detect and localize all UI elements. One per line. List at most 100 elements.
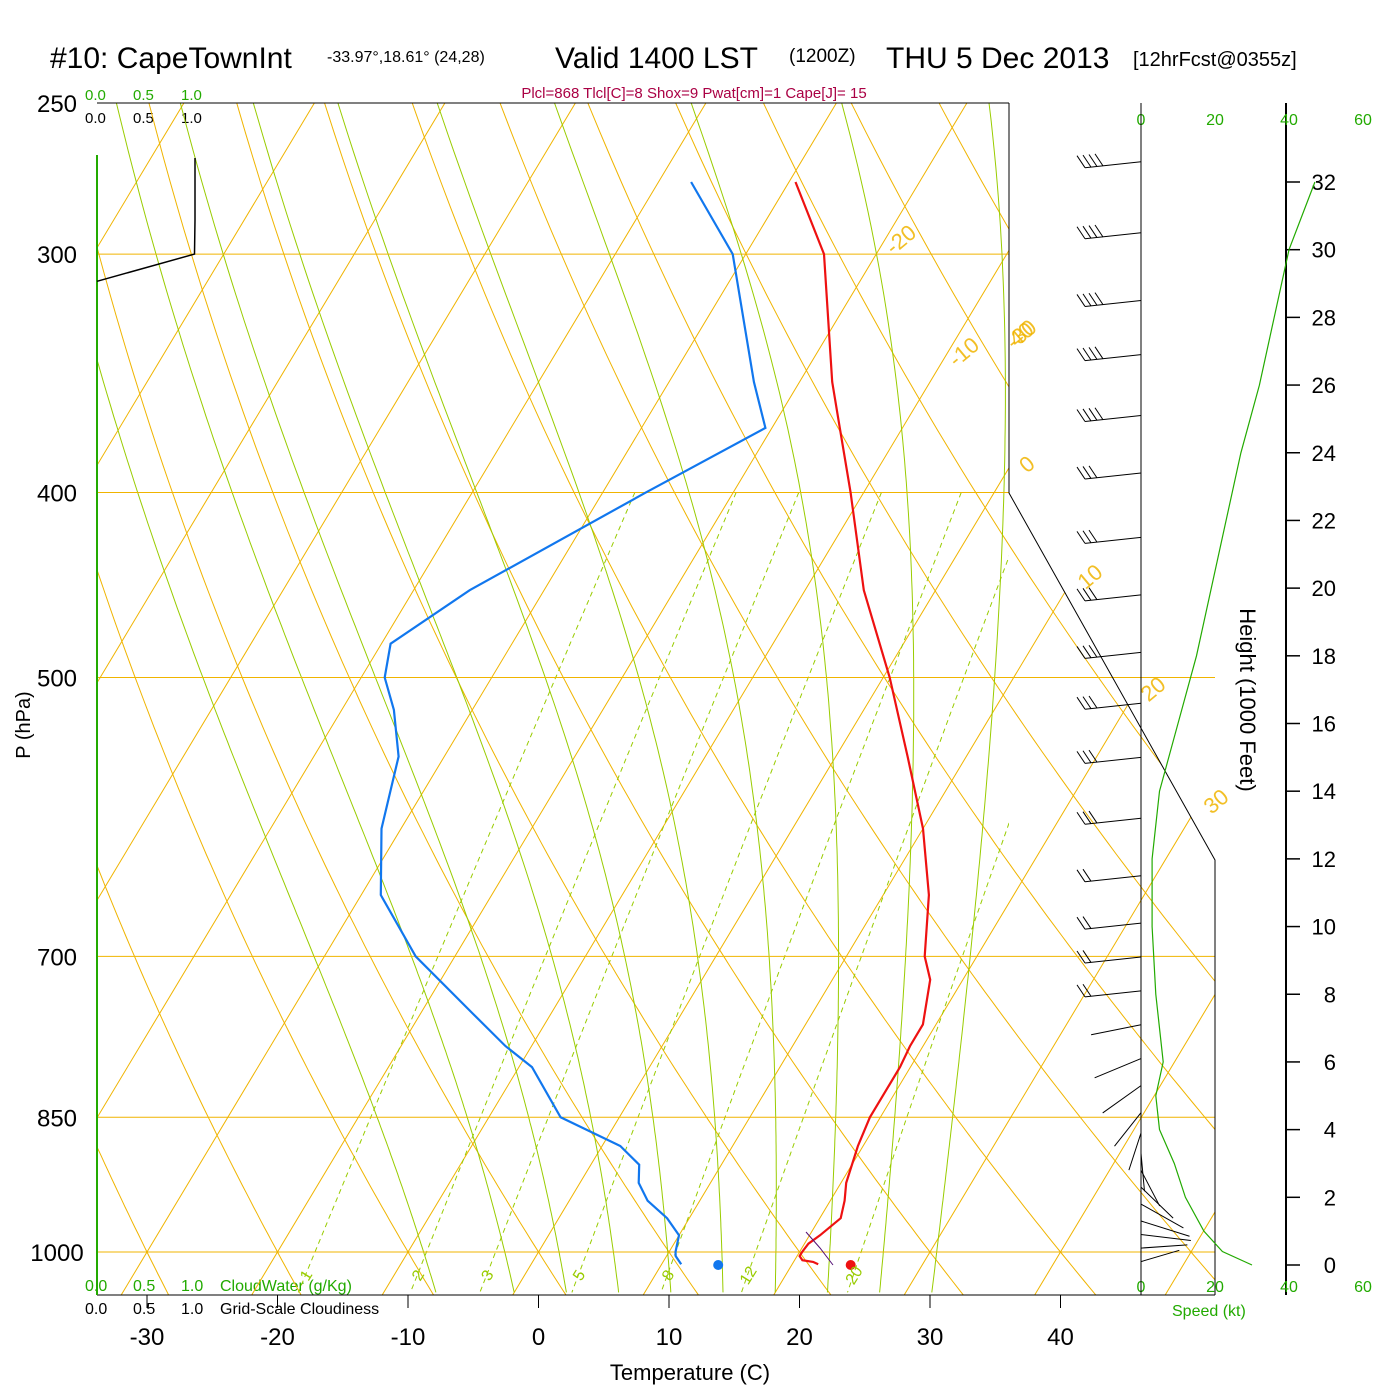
wind-speed-profile [1151, 181, 1316, 1266]
wind-barb [1140, 1249, 1180, 1263]
wind-barb-flag [1076, 950, 1086, 964]
wind-barb-flag [1076, 226, 1086, 240]
wind-barb [1084, 756, 1142, 764]
wind-barb-flag [1082, 466, 1092, 479]
speed-tick-bottom: 20 [1206, 1279, 1224, 1296]
temperature-tick-label: -20 [260, 1324, 295, 1351]
cloudwater-tick-top: 0.5 [133, 87, 154, 104]
dry-adiabat-line [97, 103, 574, 1295]
cloudwater-label: CloudWater (g/Kg) [220, 1278, 352, 1295]
pressure-tick-label: 400 [37, 481, 77, 508]
mixing-ratio-label: 20 [843, 1264, 867, 1288]
mixing-ratio-label: 3 [478, 1267, 497, 1284]
cloudiness-profile [96, 158, 196, 283]
cloudiness-tick-bottom: 0.5 [133, 1301, 155, 1318]
isotherm-line [1288, 52, 1400, 1308]
wind-barb-flag [1082, 530, 1092, 544]
height-tick-label: 8 [1324, 982, 1336, 1007]
wind-barb-flag [1088, 292, 1098, 306]
wind-barb [1140, 1153, 1145, 1192]
wind-barb [1084, 354, 1142, 362]
surface-temperature-dot [845, 1260, 856, 1270]
wind-barb [1094, 1058, 1142, 1079]
surface-dewpoint-dot [713, 1260, 724, 1270]
wind-barb [1084, 594, 1142, 602]
wind-barb [1140, 1234, 1191, 1241]
moist-adiabat-line [553, 103, 777, 1293]
moist-adiabat-line [841, 103, 915, 1293]
mixing-ratio-line [571, 492, 882, 1293]
cloudiness-tick-bottom: 1.0 [181, 1301, 203, 1318]
temperature-tick-label: 40 [1047, 1324, 1074, 1351]
wind-barb-flag [1082, 811, 1092, 824]
wind-barb-flag [1076, 916, 1086, 930]
wind-barb-flag [1082, 750, 1092, 764]
moist-adiabat-line [931, 103, 1006, 1293]
height-tick-label: 22 [1312, 508, 1336, 533]
speed-tick-top: 60 [1354, 112, 1372, 129]
dry-adiabat-line [739, 103, 1215, 1295]
sounding-profiles [379, 181, 932, 1270]
temperature-tick-label: 20 [786, 1324, 813, 1351]
moist-adiabat-line [436, 103, 724, 1293]
wind-barb-flag [1076, 466, 1086, 480]
wind-barb-flag [1088, 347, 1098, 360]
dry-adiabat-line [653, 103, 1215, 1295]
cloudwater-tick-top: 0.0 [85, 87, 106, 104]
wind-barb-flag [1088, 810, 1098, 824]
forecast-info: [12hrFcst@0355z] [1133, 49, 1297, 71]
wind-barb [1140, 1244, 1188, 1249]
height-tick-label: 0 [1324, 1253, 1336, 1278]
dry-adiabat-line [97, 103, 175, 1295]
cloudiness-tick-top: 1.0 [181, 110, 202, 127]
wind-barb-flag [1082, 696, 1092, 709]
moist-adiabat-line [252, 103, 620, 1293]
wind-barb-flag [1076, 155, 1086, 168]
dry-adiabat-line [1344, 52, 1400, 1306]
isotherm-line [765, 103, 1215, 1295]
wind-barb-flag [1076, 811, 1086, 825]
isotherm-line [97, 103, 738, 1295]
x-axis-label: Temperature (C) [610, 1360, 770, 1385]
height-tick-label: 12 [1312, 847, 1336, 872]
wind-barb [1128, 1132, 1142, 1171]
height-tick-label: 4 [1324, 1118, 1336, 1143]
temperature-tick-label: -10 [391, 1324, 426, 1351]
wind-barb-flag [1082, 983, 1092, 997]
wind-barb [1102, 1085, 1142, 1114]
wind-barb-flag [1082, 588, 1092, 601]
wind-barb-flag [1082, 293, 1092, 307]
isotherm-line [243, 103, 999, 1295]
isotherms [97, 52, 1400, 1308]
pressure-tick-label: 700 [37, 944, 77, 971]
speed-axis-label: Speed (kt) [1172, 1303, 1246, 1320]
mixing-ratio-line [479, 492, 800, 1293]
wind-barb [1140, 1170, 1161, 1207]
wind-barb-flag [1088, 644, 1098, 658]
mixing-ratio-line [409, 492, 737, 1293]
moist-adiabat-line [97, 357, 437, 1293]
wind-barb-flag [1082, 225, 1092, 239]
wind-barb-flag [1094, 292, 1104, 305]
utc-time: (1200Z) [789, 46, 856, 67]
isotherm-line [634, 103, 1215, 1295]
wind-barb-flag [1088, 154, 1098, 167]
isotherm-line [97, 103, 477, 1295]
isotherm-line [97, 103, 216, 1295]
station-title: #10: CapeTownInt [50, 42, 292, 75]
wind-barb-flag [1076, 409, 1086, 422]
parcel-trace [805, 1231, 834, 1266]
wind-barb-flag [1094, 346, 1104, 360]
wind-barb-flag [1082, 154, 1092, 168]
cloudiness-tick-bottom: 0.0 [85, 1301, 107, 1318]
height-tick-label: 32 [1312, 170, 1336, 195]
height-tick-label: 18 [1312, 644, 1336, 669]
wind-barb [1084, 990, 1142, 998]
dewpoint-profile [379, 181, 767, 1265]
wind-barb-flag [1094, 153, 1104, 167]
mixing-ratio-line [847, 821, 1009, 1293]
cloudiness-label: Grid-Scale Cloudiness [220, 1301, 379, 1318]
wind-barb-flag [1076, 348, 1086, 361]
cloud-axis-top: 0.0 0.5 1.0 0.0 0.5 1.0 [85, 87, 202, 127]
